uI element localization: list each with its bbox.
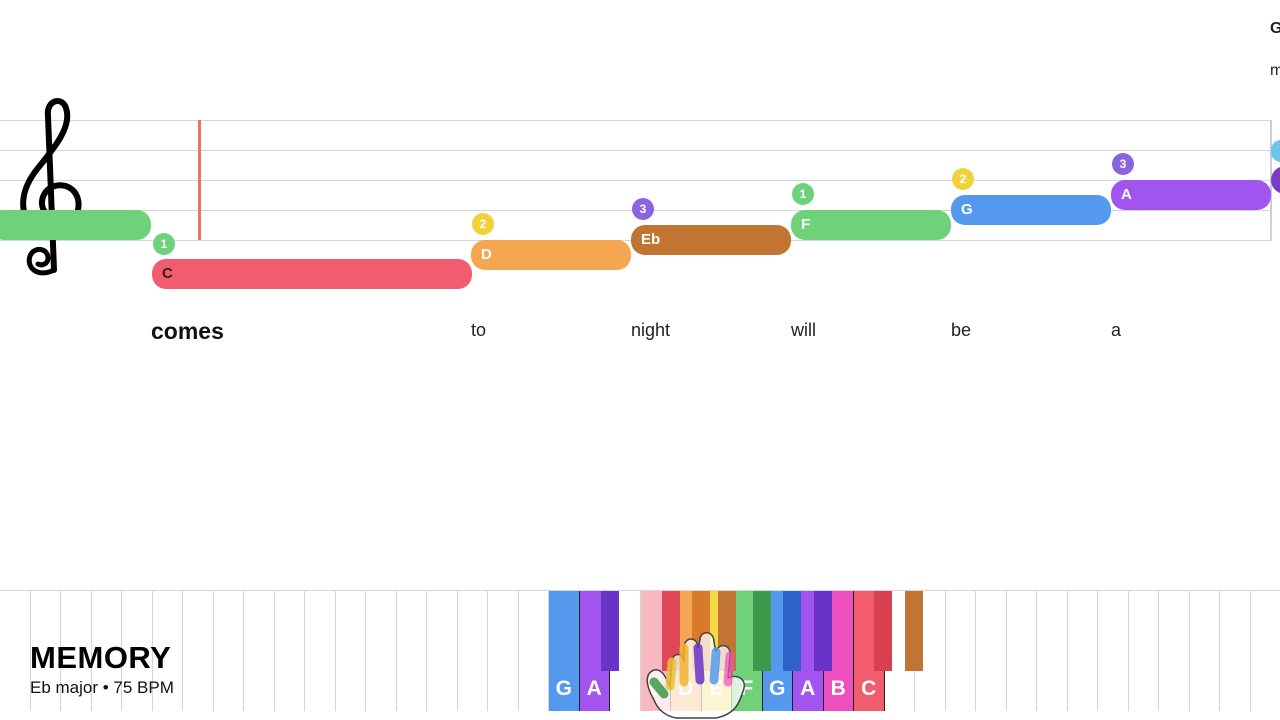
white-key[interactable] (91, 591, 122, 711)
white-key[interactable] (305, 591, 336, 711)
key-label: A (586, 677, 602, 700)
white-key[interactable] (427, 591, 458, 711)
black-key[interactable] (662, 591, 680, 671)
white-key[interactable] (976, 591, 1007, 711)
note-bar-c: C (152, 259, 472, 289)
black-key[interactable] (753, 591, 771, 671)
white-key[interactable] (1189, 591, 1220, 711)
black-key[interactable] (601, 591, 619, 671)
black-key[interactable] (814, 591, 832, 671)
white-key[interactable] (1220, 591, 1251, 711)
note-bar-partial (1271, 166, 1280, 194)
finger-badge: 2 (952, 168, 974, 190)
white-key[interactable] (0, 591, 31, 711)
note-bar-f: F (791, 210, 951, 240)
song-title: MEMORY (30, 640, 172, 675)
note-label: C (162, 265, 173, 282)
white-key[interactable] (488, 591, 519, 711)
white-key[interactable] (61, 591, 92, 711)
white-key[interactable] (1128, 591, 1159, 711)
white-key[interactable] (335, 591, 366, 711)
lyric-word: a (1111, 320, 1122, 340)
finger-badge-partial (1271, 140, 1280, 162)
lyric-word: night (631, 320, 671, 340)
black-key[interactable] (874, 591, 892, 671)
white-key[interactable] (366, 591, 397, 711)
corner-subtext: m (1270, 62, 1280, 79)
black-key[interactable] (783, 591, 801, 671)
white-key[interactable] (457, 591, 488, 711)
song-meta: Eb major • 75 BPM (30, 678, 174, 697)
white-key[interactable] (152, 591, 183, 711)
finger-badge: 3 (632, 198, 654, 220)
corner-heading: G (1270, 20, 1280, 37)
lyric-word: to (471, 320, 487, 340)
note-bar-eb: Eb (631, 225, 791, 255)
white-key[interactable] (945, 591, 976, 711)
white-key[interactable] (183, 591, 214, 711)
lyric-word: will (791, 320, 816, 340)
note-bar-g: G (951, 195, 1111, 225)
key-label: G (769, 677, 786, 700)
white-key[interactable] (1159, 591, 1190, 711)
white-key[interactable] (274, 591, 305, 711)
finger-badge: 3 (1112, 153, 1134, 175)
hand-icon (646, 632, 745, 719)
note-bar (0, 210, 151, 240)
white-key[interactable] (213, 591, 244, 711)
finger-badge: 2 (472, 213, 494, 235)
playhead (198, 120, 201, 240)
staff-line (0, 180, 1270, 181)
white-key[interactable] (244, 591, 275, 711)
white-key[interactable] (1098, 591, 1129, 711)
white-key[interactable] (30, 591, 61, 711)
treble-clef-icon (20, 98, 82, 276)
lyric-word: be (951, 320, 972, 340)
note-bar-a: A (1111, 180, 1271, 210)
white-key[interactable] (396, 591, 427, 711)
staff-line (0, 120, 1270, 121)
note-label: G (961, 201, 973, 218)
white-key[interactable] (1250, 591, 1280, 711)
finger-badge: 1 (792, 183, 814, 205)
note-label: A (1121, 186, 1132, 203)
note-bar-d: D (471, 240, 631, 270)
key-label: G (555, 677, 572, 700)
white-key[interactable] (1067, 591, 1098, 711)
note-label: Eb (641, 231, 661, 248)
white-key[interactable] (1037, 591, 1068, 711)
key-label: B (830, 677, 846, 700)
white-key[interactable] (1006, 591, 1037, 711)
white-key[interactable] (518, 591, 549, 711)
note-label: F (801, 216, 811, 233)
staff-line (0, 150, 1270, 151)
white-key[interactable] (122, 591, 153, 711)
piano-keyboard[interactable]: GACDEFGABC (0, 590, 1280, 720)
black-key[interactable] (905, 591, 923, 671)
white-key[interactable]: G (549, 591, 580, 711)
finger-badge: 1 (153, 233, 175, 255)
key-label: A (800, 677, 816, 700)
note-label: D (481, 246, 492, 263)
lyric-word-current: comes (151, 318, 224, 344)
key-label: C (861, 677, 877, 700)
